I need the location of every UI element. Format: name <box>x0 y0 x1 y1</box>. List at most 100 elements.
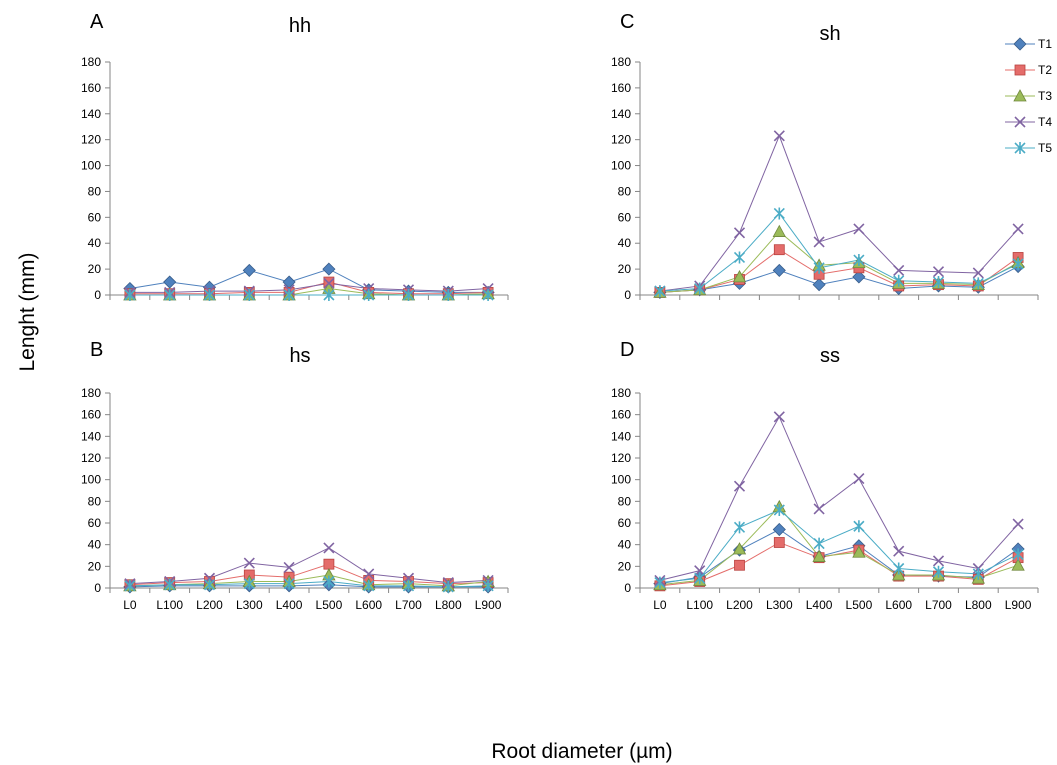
y-tick-label: 80 <box>618 184 632 198</box>
data-point-t3 <box>732 270 747 283</box>
x-tick-label: L300 <box>236 598 263 612</box>
data-point-t5 <box>203 578 216 591</box>
series-line-t5 <box>129 580 489 588</box>
data-point-t3 <box>852 545 866 558</box>
legend-marker-t5 <box>1014 142 1026 154</box>
series-line-t3 <box>129 574 489 587</box>
y-tick-label: 40 <box>88 236 102 250</box>
data-point-t2 <box>773 537 785 548</box>
y-tick-label: 20 <box>88 559 102 573</box>
x-tick-label: L900 <box>1005 598 1032 612</box>
y-tick-label: 140 <box>611 107 631 121</box>
data-point-t5 <box>482 579 494 592</box>
x-tick-label: L700 <box>925 598 952 612</box>
y-tick-label: 120 <box>81 133 101 147</box>
y-tick-label: 140 <box>81 107 101 121</box>
series-line-t4 <box>129 282 489 293</box>
data-point-t5 <box>1012 257 1024 270</box>
data-point-t5 <box>283 577 295 590</box>
x-tick-label: L700 <box>395 598 422 612</box>
y-tick-label: 160 <box>81 408 101 422</box>
panel-letter: A <box>90 11 104 33</box>
y-tick-label: 80 <box>88 184 102 198</box>
data-point-t1 <box>242 263 256 277</box>
data-point-t5 <box>363 579 375 592</box>
data-point-t5 <box>323 289 335 301</box>
data-point-t4 <box>323 277 335 289</box>
x-tick-label: L0 <box>653 598 667 612</box>
data-point-t4 <box>283 561 295 573</box>
legend-marker-t1 <box>1013 37 1027 51</box>
data-point-t5 <box>124 289 136 301</box>
data-point-t4 <box>243 557 255 569</box>
data-point-t5 <box>124 579 136 592</box>
x-tick-label: L400 <box>806 598 833 612</box>
legend: T1 T2 T3 T4 T5 <box>1005 37 1052 155</box>
y-tick-label: 100 <box>611 473 631 487</box>
series-line-t5 <box>659 509 1019 584</box>
series-line-t1 <box>129 268 489 293</box>
legend-item-t1: T1 <box>1005 37 1052 51</box>
data-point-t5 <box>654 576 666 589</box>
x-tick-label: L100 <box>686 598 713 612</box>
y-tick-label: 180 <box>81 386 101 400</box>
data-point-t5 <box>402 289 415 301</box>
y-tick-label: 60 <box>88 210 102 224</box>
x-tick-label: L300 <box>766 598 793 612</box>
data-point-t1 <box>812 278 826 292</box>
legend-label: T5 <box>1038 141 1052 155</box>
y-tick-label: 40 <box>618 538 632 552</box>
panel-title: ss <box>820 345 840 367</box>
data-point-t4 <box>733 480 746 492</box>
data-point-t2 <box>734 559 745 571</box>
data-point-t1 <box>322 262 336 276</box>
legend-marker-t4 <box>1014 116 1026 128</box>
data-point-t5 <box>363 289 375 301</box>
data-point-t4 <box>1012 518 1024 530</box>
data-point-t5 <box>694 282 706 295</box>
y-tick-label: 20 <box>618 559 632 573</box>
series-line-t3 <box>659 505 1019 586</box>
data-point-t5 <box>203 289 216 301</box>
data-point-t5 <box>733 251 746 264</box>
y-tick-label: 100 <box>611 159 631 173</box>
series-line-t5 <box>659 212 1019 292</box>
series-line-t1 <box>659 266 1019 293</box>
data-point-t5 <box>893 274 905 287</box>
data-point-t4 <box>932 555 945 567</box>
x-tick-label: L200 <box>726 598 753 612</box>
series-line-t2 <box>129 563 489 586</box>
y-tick-label: 180 <box>81 55 101 69</box>
data-point-t5 <box>1012 548 1024 561</box>
data-point-t5 <box>164 578 176 591</box>
panel-title: sh <box>819 23 840 45</box>
y-tick-label: 0 <box>624 581 631 595</box>
data-point-t5 <box>972 277 984 290</box>
data-point-t5 <box>773 504 785 516</box>
data-point-t5 <box>283 289 295 301</box>
series-line-t2 <box>659 249 1019 293</box>
data-point-t5 <box>323 575 335 588</box>
data-point-t5 <box>853 254 865 267</box>
data-point-t5 <box>482 289 494 301</box>
data-point-t4 <box>363 568 375 580</box>
legend-marker-t3 <box>1013 89 1027 102</box>
x-tick-label: L600 <box>355 598 382 612</box>
legend-item-t3: T3 <box>1005 89 1052 103</box>
data-point-t2 <box>773 244 785 256</box>
y-tick-label: 80 <box>618 494 632 508</box>
y-tick-label: 180 <box>611 386 631 400</box>
data-point-t4 <box>893 264 905 276</box>
y-tick-label: 60 <box>88 516 102 530</box>
y-tick-label: 80 <box>88 494 102 508</box>
data-point-t4 <box>773 411 785 423</box>
data-point-t2 <box>323 558 335 570</box>
y-tick-label: 120 <box>611 133 631 147</box>
data-point-t5 <box>243 577 255 590</box>
y-tick-label: 20 <box>618 262 632 276</box>
x-tick-label: L800 <box>435 598 462 612</box>
